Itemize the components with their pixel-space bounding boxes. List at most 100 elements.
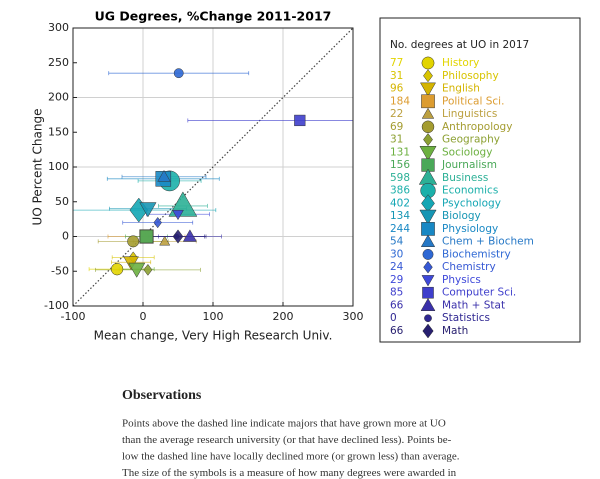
marker <box>421 56 435 70</box>
legend-count: 244 <box>390 223 410 235</box>
y-tick-label: -100 <box>44 299 69 312</box>
marker <box>423 69 433 83</box>
legend-box <box>379 17 581 343</box>
marker <box>421 275 435 287</box>
legend-title: No. degrees at UO in 2017 <box>390 39 529 51</box>
legend-count: 66 <box>390 325 404 337</box>
legend-count: 598 <box>390 172 410 184</box>
legend-label: Computer Sci. <box>442 287 516 299</box>
legend-count: 156 <box>390 159 410 171</box>
marker <box>159 235 171 246</box>
paragraph-line: Points above the dashed line indicate ma… <box>122 418 446 430</box>
marker <box>110 263 124 276</box>
marker <box>421 94 435 109</box>
marker <box>422 248 434 260</box>
marker <box>168 191 198 217</box>
marker <box>173 68 184 79</box>
legend-count: 31 <box>390 134 403 146</box>
marker <box>143 263 153 276</box>
identity-line <box>72 27 354 307</box>
legend-count: 386 <box>390 185 410 197</box>
legend-label: Chem + Biochem <box>442 236 534 248</box>
marker <box>172 229 184 244</box>
y-tick-label: 0 <box>62 230 69 243</box>
marker <box>139 229 154 244</box>
legend-count: 69 <box>390 121 403 133</box>
legend-count: 22 <box>390 108 403 120</box>
y-tick-label: 300 <box>48 21 69 34</box>
marker <box>420 82 436 97</box>
marker <box>419 145 437 161</box>
legend-count: 30 <box>390 248 403 260</box>
x-tick-label: 200 <box>273 310 294 323</box>
section-heading: Observations <box>122 388 202 403</box>
legend-label: Psychology <box>442 197 501 209</box>
marker <box>421 222 435 236</box>
legend-label: Math + Stat <box>442 299 505 311</box>
y-tick-label: -50 <box>51 264 69 277</box>
legend-count: 131 <box>390 146 410 158</box>
marker <box>128 262 146 278</box>
legend-label: Statistics <box>442 312 490 324</box>
marker <box>420 297 436 311</box>
paragraph-line: low the dashed line have locally decline… <box>122 451 460 463</box>
marker <box>423 133 433 147</box>
legend-count: 402 <box>390 197 410 209</box>
paragraph-line: than the average research university (or… <box>122 434 452 446</box>
legend-label: Political Sci. <box>442 95 504 107</box>
marker <box>421 120 435 134</box>
marker <box>172 209 184 221</box>
marker <box>424 314 432 323</box>
y-axis-label: UO Percent Change <box>31 109 45 226</box>
legend-label: Geography <box>442 134 500 146</box>
legend-label: Philosophy <box>442 70 499 82</box>
legend-label: Chemistry <box>442 261 496 273</box>
y-tick-label: 150 <box>48 125 69 138</box>
marker <box>182 229 197 242</box>
y-tick-label: 100 <box>48 160 69 173</box>
x-axis-label: Mean change, Very High Research Univ. <box>94 329 333 343</box>
legend-label: Sociology <box>442 146 492 158</box>
legend-label: Physiology <box>442 223 498 235</box>
marker <box>420 234 436 247</box>
legend-label: Math <box>442 325 468 337</box>
x-tick-label: 0 <box>140 310 147 323</box>
legend-label: Economics <box>442 185 498 197</box>
x-tick-label: 100 <box>203 310 224 323</box>
legend-label: Journalism <box>441 159 497 171</box>
legend-count: 134 <box>390 210 410 222</box>
chart-title: UG Degrees, %Change 2011-2017 <box>95 9 332 24</box>
x-tick-label: -100 <box>61 310 86 323</box>
legend-label: Biochemistry <box>442 248 511 260</box>
legend-count: 184 <box>390 95 410 107</box>
x-tick-label: 300 <box>343 310 364 323</box>
legend-count: 54 <box>390 236 404 248</box>
legend-label: Physics <box>442 274 481 286</box>
legend-label: Biology <box>442 210 481 222</box>
marker <box>421 107 435 119</box>
legend-count: 31 <box>390 70 403 82</box>
legend-label: Anthropology <box>442 121 512 133</box>
marker <box>422 286 434 299</box>
marker <box>294 114 306 127</box>
marker <box>157 169 171 182</box>
legend-count: 24 <box>390 261 404 273</box>
paragraph-line: The size of the symbols is a measure of … <box>122 467 457 479</box>
y-tick-label: 50 <box>55 195 69 208</box>
marker <box>139 202 157 218</box>
marker <box>419 209 437 225</box>
legend-label: History <box>442 57 479 69</box>
marker <box>422 323 434 339</box>
legend-count: 29 <box>390 274 403 286</box>
legend-label: Linguistics <box>442 108 497 120</box>
legend-count: 0 <box>390 312 397 324</box>
legend-count: 66 <box>390 299 404 311</box>
y-tick-label: 200 <box>48 91 69 104</box>
legend-label: Business <box>442 172 488 184</box>
marker <box>423 260 433 274</box>
legend-count: 77 <box>390 57 403 69</box>
legend-label: English <box>442 83 480 95</box>
marker <box>127 235 140 248</box>
legend-count: 85 <box>390 287 403 299</box>
